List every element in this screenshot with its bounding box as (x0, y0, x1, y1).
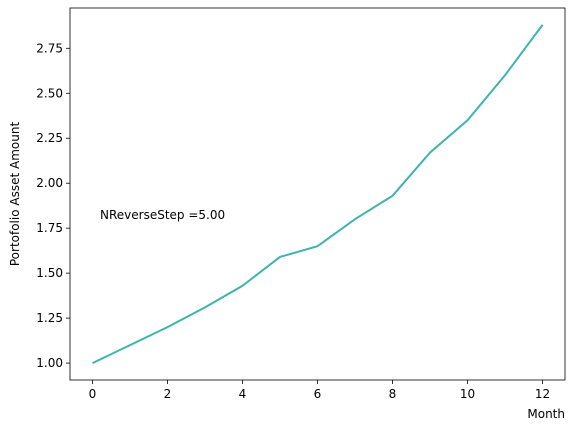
x-tick-label: 8 (389, 387, 397, 401)
y-tick-label: 2.75 (36, 41, 63, 55)
y-tick-label: 1.25 (36, 311, 63, 325)
x-tick-label: 2 (164, 387, 172, 401)
x-tick-label: 6 (314, 387, 322, 401)
y-tick-label: 2.00 (36, 176, 63, 190)
y-tick-label: 1.50 (36, 266, 63, 280)
y-tick-label: 2.50 (36, 86, 63, 100)
x-tick-label: 12 (535, 387, 550, 401)
y-tick-label: 2.25 (36, 131, 63, 145)
x-tick-label: 0 (89, 387, 97, 401)
plot-frame (69, 7, 566, 381)
x-axis-label: Month (527, 407, 565, 421)
y-tick-label: 1.00 (36, 356, 63, 370)
x-tick-label: 10 (460, 387, 475, 401)
y-tick-label: 1.75 (36, 221, 63, 235)
x-tick-label: 4 (239, 387, 247, 401)
y-axis-label: Portofolio Asset Amount (8, 122, 22, 267)
line-series (92, 24, 544, 364)
annotation: NReverseStep =5.00 (100, 208, 225, 222)
